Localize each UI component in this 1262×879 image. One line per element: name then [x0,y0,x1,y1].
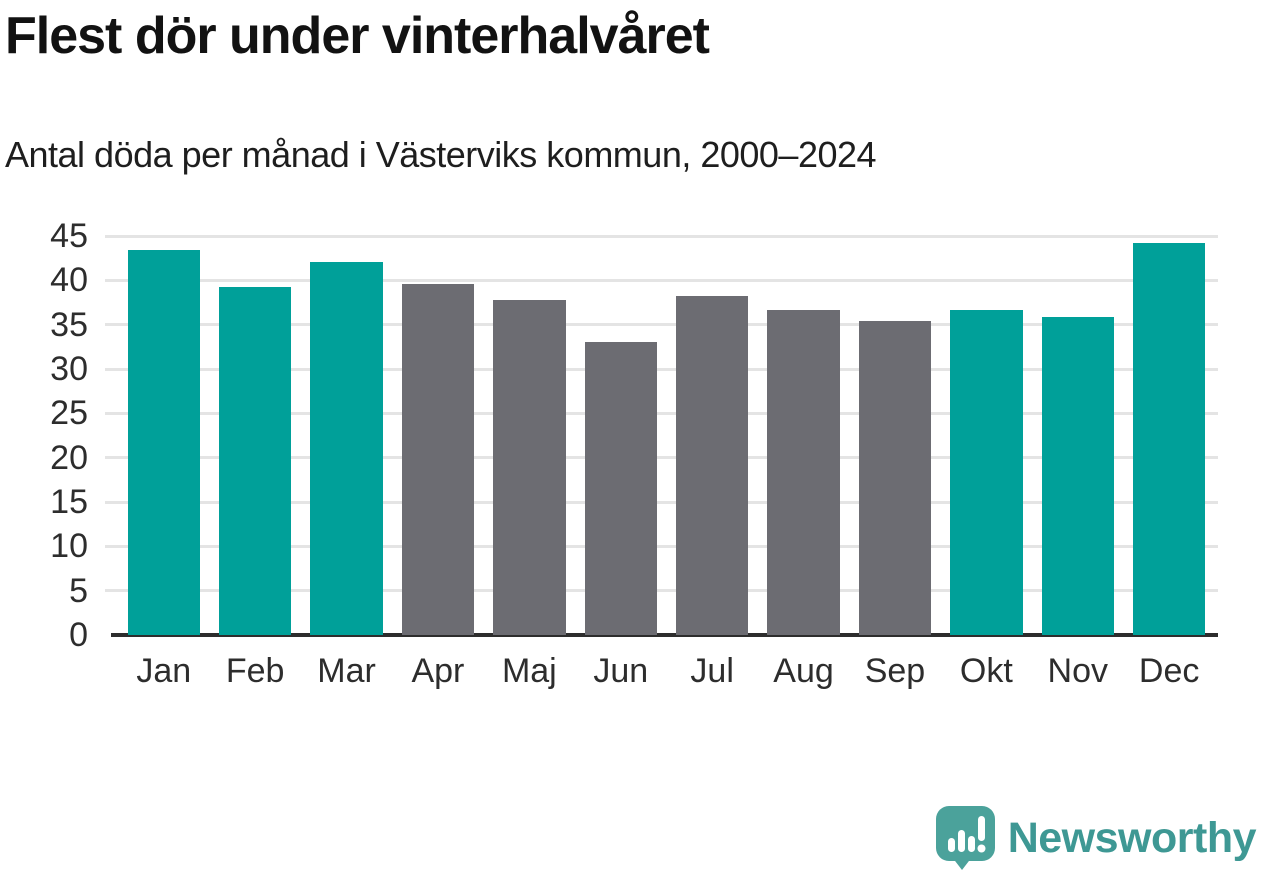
chart-title: Flest dör under vinterhalvåret [5,7,710,65]
bar-sep [858,321,932,635]
newsworthy-logo: Newsworthy [935,805,1257,871]
bar-nov [1041,316,1114,635]
y-axis-tick-labels: 0 5 10 15 20 25 30 35 40 45 [0,217,88,654]
y-tick-label-20: 20 [50,438,88,477]
bar-dec [1132,243,1206,635]
bar-chart-plot-area [105,234,1218,637]
newsworthy-logo-text: Newsworthy [1007,813,1257,862]
x-tick-label-mar: Mar [317,652,376,690]
gridline-5 [105,589,1218,593]
x-tick-label-maj: Maj [501,652,557,690]
x-tick-label-aug: Aug [773,652,834,690]
y-tick-label-0: 0 [69,616,88,654]
bar-aug [767,310,840,635]
x-tick-label-jan: Jan [136,652,192,690]
chart-subtitle: Antal döda per månad i Västerviks kommun… [5,134,877,175]
x-axis-line [111,633,1218,637]
gridline-30 [105,367,1218,371]
x-tick-label-okt: Okt [959,652,1013,690]
y-tick-label-30: 30 [50,350,88,388]
y-tick-label-25: 25 [50,394,88,433]
x-tick-label-feb: Feb [225,652,285,690]
newsworthy-chart-bubble-icon [935,806,995,870]
bar-apr [401,283,475,635]
y-tick-label-35: 35 [50,305,88,344]
x-tick-label-jul: Jul [690,652,734,690]
bar-jun [584,341,657,635]
x-tick-label-dec: Dec [1138,652,1200,690]
x-axis-tick-labels: Jan Feb Mar Apr Maj Jun Jul Aug Sep Okt Nov Dec [105,652,1218,702]
x-tick-label-apr: Apr [411,652,465,690]
gridline-20 [105,456,1218,460]
gridline-10 [105,544,1218,548]
y-tick-label-45: 45 [50,217,88,255]
gridline-25 [105,411,1218,415]
x-tick-label-nov: Nov [1047,652,1108,690]
y-tick-label-10: 10 [50,527,88,566]
y-tick-label-5: 5 [69,571,88,610]
gridline-15 [105,500,1218,504]
x-tick-label-sep: Sep [864,652,926,690]
x-tick-label-jun: Jun [593,652,649,690]
gridline-40 [105,278,1218,282]
bar-maj [493,299,566,635]
y-tick-label-40: 40 [50,261,88,300]
gridline-45 [105,234,1218,238]
gridline-35 [105,323,1218,327]
y-tick-label-15: 15 [50,483,88,521]
bar-okt [950,309,1023,635]
bar-jul [675,296,749,635]
bar-mar [310,261,383,635]
bar-jan [127,250,200,635]
bar-feb [218,286,292,635]
